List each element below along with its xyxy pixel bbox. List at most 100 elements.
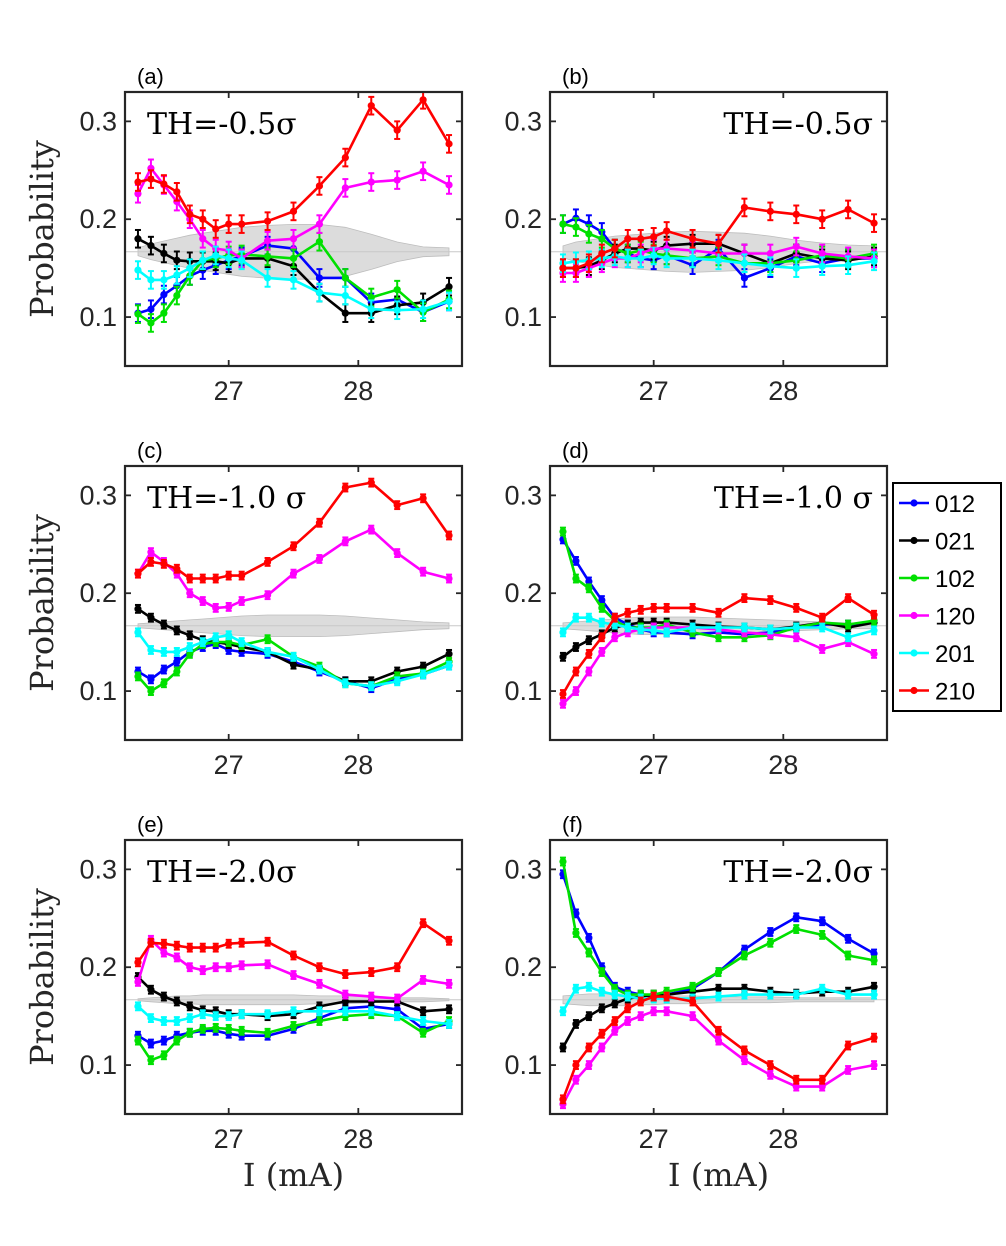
data-point xyxy=(173,626,181,635)
plot-area xyxy=(125,466,462,740)
x-tick-label: 27 xyxy=(214,750,244,780)
data-point xyxy=(419,663,427,671)
data-point xyxy=(199,966,207,974)
data-point xyxy=(186,963,194,971)
data-point xyxy=(147,986,155,994)
data-point xyxy=(844,594,852,602)
data-point xyxy=(818,985,826,993)
data-point xyxy=(624,623,632,632)
data-point xyxy=(650,233,658,241)
data-point xyxy=(792,991,800,999)
data-point xyxy=(315,665,324,674)
data-point xyxy=(147,558,155,566)
data-point xyxy=(870,626,878,635)
data-point xyxy=(199,944,207,952)
data-point xyxy=(173,648,181,656)
series-210 xyxy=(559,991,878,1105)
data-point xyxy=(688,254,697,262)
legend-marker xyxy=(910,649,918,657)
data-point xyxy=(238,256,246,264)
data-point xyxy=(367,968,375,976)
data-point xyxy=(173,1037,181,1045)
data-point xyxy=(147,646,155,654)
data-point xyxy=(585,584,593,592)
data-point xyxy=(559,857,567,866)
data-point xyxy=(714,633,723,641)
data-point xyxy=(766,939,774,947)
data-point xyxy=(818,614,826,622)
data-point xyxy=(212,963,220,971)
data-point xyxy=(315,980,324,988)
data-point xyxy=(393,126,401,134)
data-point xyxy=(650,992,658,1001)
data-point xyxy=(186,574,194,583)
data-point xyxy=(650,1007,658,1015)
data-point xyxy=(134,310,142,318)
threshold-annotation: TH=-1.0 σ xyxy=(714,481,873,516)
data-point xyxy=(585,948,593,957)
series-201 xyxy=(559,612,878,643)
data-point xyxy=(160,665,168,674)
data-point xyxy=(225,254,233,262)
data-point xyxy=(598,1030,606,1038)
data-point xyxy=(160,620,168,629)
axes-frame xyxy=(123,838,464,1116)
x-tick-label: 28 xyxy=(768,1124,798,1154)
data-point xyxy=(740,623,749,632)
data-point xyxy=(367,992,375,1001)
data-point xyxy=(315,555,324,563)
data-point xyxy=(559,628,567,636)
x-tick-label: 27 xyxy=(639,376,669,406)
data-point xyxy=(147,614,155,622)
threshold-annotation: TH=-0.5σ xyxy=(723,107,873,142)
data-point xyxy=(315,1017,324,1025)
legend-item-012: 012 xyxy=(899,491,975,518)
data-point xyxy=(611,1027,619,1035)
data-point xyxy=(663,227,671,235)
data-point xyxy=(419,167,427,175)
data-point xyxy=(419,1029,427,1037)
data-point xyxy=(199,235,207,243)
data-point xyxy=(147,175,155,183)
data-point xyxy=(792,925,800,933)
data-point xyxy=(212,225,220,233)
axes-frame xyxy=(123,90,464,368)
data-point xyxy=(212,574,220,583)
data-point xyxy=(572,985,580,993)
data-point xyxy=(341,309,349,317)
data-point xyxy=(844,935,852,943)
data-point xyxy=(315,238,324,246)
data-point xyxy=(870,956,878,964)
data-point xyxy=(173,271,181,279)
y-axis-label: Probability xyxy=(23,140,61,318)
panel-label: (f) xyxy=(562,812,583,837)
data-point xyxy=(225,1025,233,1033)
data-point xyxy=(147,276,155,284)
data-point xyxy=(714,985,723,993)
data-point xyxy=(393,677,401,685)
threshold-annotation: TH=-0.5σ xyxy=(147,107,297,142)
data-point xyxy=(870,1034,878,1042)
data-point xyxy=(160,249,168,258)
data-point xyxy=(212,251,220,260)
data-point xyxy=(225,963,233,971)
threshold-annotation: TH=-1.0 σ xyxy=(147,481,306,516)
data-point xyxy=(419,919,427,927)
data-point xyxy=(650,626,658,635)
data-point xyxy=(740,259,749,267)
data-point xyxy=(766,991,774,999)
x-tick-label: 28 xyxy=(768,376,798,406)
data-point xyxy=(134,628,142,636)
data-point xyxy=(688,1012,697,1020)
data-point xyxy=(147,242,155,250)
data-point xyxy=(844,205,852,214)
data-point xyxy=(186,1002,194,1010)
data-point xyxy=(289,1007,298,1015)
data-point xyxy=(598,235,606,243)
data-point xyxy=(315,519,324,527)
data-point xyxy=(572,574,580,583)
x-tick-label: 27 xyxy=(214,1124,244,1154)
data-point xyxy=(225,1012,233,1020)
